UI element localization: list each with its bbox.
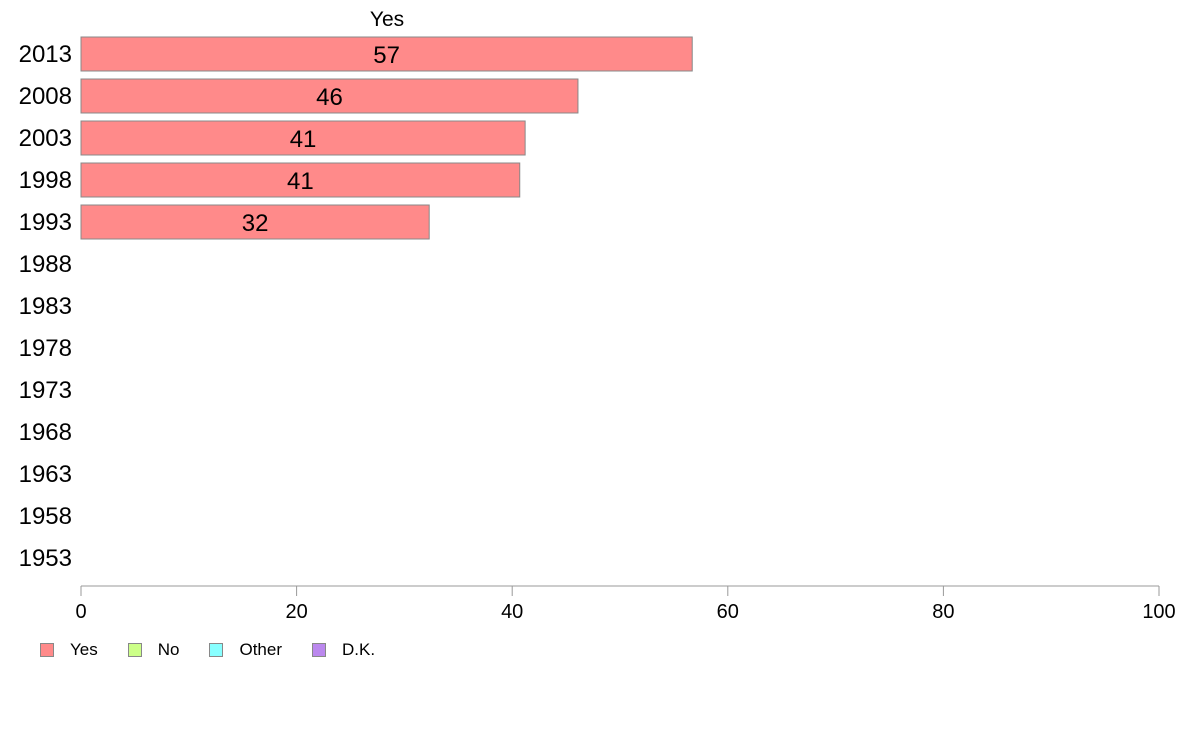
legend-item-yes: Yes [40,640,98,660]
bar-value-label: 46 [316,84,343,111]
y-tick-label: 2008 [19,83,72,110]
bar [80,162,521,198]
y-tick-label: 1983 [19,293,72,320]
x-tick-label: 0 [75,601,86,623]
y-tick-label: 1958 [19,503,72,530]
legend-swatch-no [127,643,142,657]
bar [80,36,693,72]
x-tick-label: 80 [932,601,954,623]
y-tick-label: 1993 [19,209,72,236]
legend-item-other: Other [209,640,282,660]
x-tick-label: 40 [501,601,523,623]
x-tick-label: 60 [717,601,739,623]
bar-value-label: 41 [290,126,317,153]
legend-label-other: Other [239,640,282,659]
bar-value-label: 41 [287,168,314,195]
y-tick-label: 1978 [19,335,72,362]
bar [80,120,526,156]
legend-item-dk: D.K. [312,640,375,660]
y-tick-label: 1968 [19,419,72,446]
y-tick-label: 2013 [19,41,72,68]
legend-swatch-yes [40,643,54,657]
bar [80,78,579,114]
legend-label-no: No [157,640,180,659]
legend-item-no: No [127,640,180,660]
bar-chart: Yes 2013 2008 2003 1998 1993 1988 1983 1978 1973… [19,8,1176,623]
x-tick-label: 100 [1142,601,1175,623]
bar-value-label: 57 [373,42,400,69]
legend-label-dk: D.K. [342,640,376,659]
y-tick-label: 1973 [19,377,72,404]
y-tick-label: 1988 [19,251,72,278]
x-tick-label: 20 [285,601,307,623]
chart-title: Yes [370,8,404,31]
y-tick-label: 1963 [19,461,72,488]
bar-value-label: 32 [242,210,269,237]
bar [80,204,430,240]
y-tick-label: 1953 [19,545,72,572]
legend-swatch-dk [312,643,326,657]
legend-label-yes: Yes [70,640,98,659]
y-tick-label: 2003 [19,125,72,152]
legend-swatch-other [209,643,224,657]
y-tick-label: 1998 [19,167,72,194]
legend: Yes No Other D.K. [40,640,405,660]
